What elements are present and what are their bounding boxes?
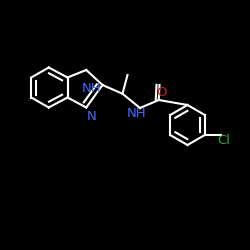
Text: Cl: Cl [218,134,230,146]
Text: NH: NH [82,82,101,95]
Text: N: N [86,110,96,123]
Text: O: O [156,86,166,99]
Text: NH: NH [126,107,146,120]
